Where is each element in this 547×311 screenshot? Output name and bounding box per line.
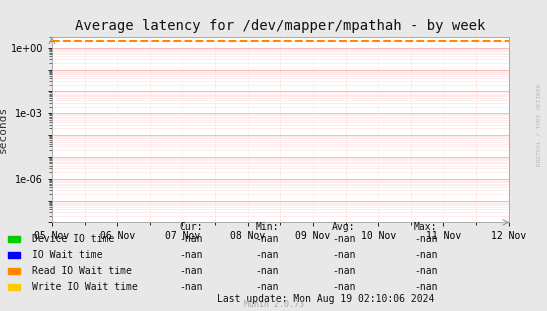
Text: -nan: -nan — [414, 266, 438, 276]
Text: Munin 2.0.73: Munin 2.0.73 — [243, 300, 304, 309]
Text: -nan: -nan — [332, 266, 356, 276]
Text: -nan: -nan — [332, 234, 356, 244]
Text: Min:: Min: — [255, 222, 279, 232]
Text: -nan: -nan — [179, 266, 202, 276]
Text: -nan: -nan — [179, 250, 202, 260]
Text: Device IO time: Device IO time — [32, 234, 114, 244]
Title: Average latency for /dev/mapper/mpathah - by week: Average latency for /dev/mapper/mpathah … — [75, 19, 486, 33]
Text: -nan: -nan — [179, 282, 202, 292]
Text: RRDTOOL / TOBI OETIKER: RRDTOOL / TOBI OETIKER — [536, 83, 542, 166]
Text: -nan: -nan — [255, 234, 279, 244]
Y-axis label: seconds: seconds — [0, 106, 8, 153]
Text: -nan: -nan — [414, 282, 438, 292]
Text: -nan: -nan — [332, 250, 356, 260]
Text: -nan: -nan — [332, 282, 356, 292]
Text: Avg:: Avg: — [332, 222, 356, 232]
Text: -nan: -nan — [414, 234, 438, 244]
Text: -nan: -nan — [179, 234, 202, 244]
Text: Read IO Wait time: Read IO Wait time — [32, 266, 132, 276]
Text: -nan: -nan — [255, 250, 279, 260]
Text: Max:: Max: — [414, 222, 438, 232]
Text: -nan: -nan — [255, 266, 279, 276]
Text: Cur:: Cur: — [179, 222, 202, 232]
Text: IO Wait time: IO Wait time — [32, 250, 102, 260]
Text: -nan: -nan — [255, 282, 279, 292]
Text: Write IO Wait time: Write IO Wait time — [32, 282, 137, 292]
Text: Last update: Mon Aug 19 02:10:06 2024: Last update: Mon Aug 19 02:10:06 2024 — [217, 294, 434, 304]
Text: -nan: -nan — [414, 250, 438, 260]
